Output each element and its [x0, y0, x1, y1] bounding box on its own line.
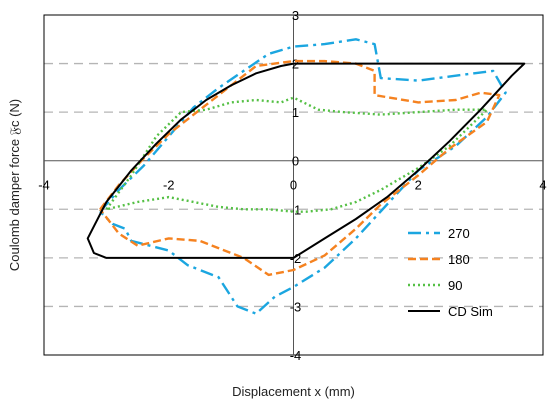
x-tick-label: 2: [415, 178, 422, 193]
axes: [44, 15, 543, 355]
x-tick-label: -2: [163, 178, 175, 193]
y-tick-label: 3: [292, 8, 299, 23]
y-tick-label: -3: [290, 299, 302, 314]
series-90-line: [105, 96, 489, 213]
series-cd-sim-line: [86, 62, 526, 259]
legend-label: 270: [448, 226, 470, 241]
y-tick-label: 1: [292, 105, 299, 120]
legend-label: 180: [448, 252, 470, 267]
y-tick-label: -1: [290, 202, 302, 217]
series-lines: [86, 38, 526, 315]
x-tick-label: -4: [38, 178, 50, 193]
y-axis-label: Coulomb damper force 𝔉c (N): [7, 99, 22, 271]
legend: 270 180 90 CD Sim: [408, 226, 493, 319]
series-180-line: [99, 59, 501, 277]
legend-label: CD Sim: [448, 304, 493, 319]
y-tick-label: -4: [290, 348, 302, 363]
y-tick-label: -2: [290, 251, 302, 266]
legend-label: 90: [448, 278, 462, 293]
x-axis-label: Displacement x (mm): [232, 384, 355, 399]
x-tick-label: 0: [290, 178, 297, 193]
x-tick-label: 4: [539, 178, 546, 193]
y-tick-label: 0: [292, 154, 299, 169]
series-270-line: [99, 38, 507, 315]
